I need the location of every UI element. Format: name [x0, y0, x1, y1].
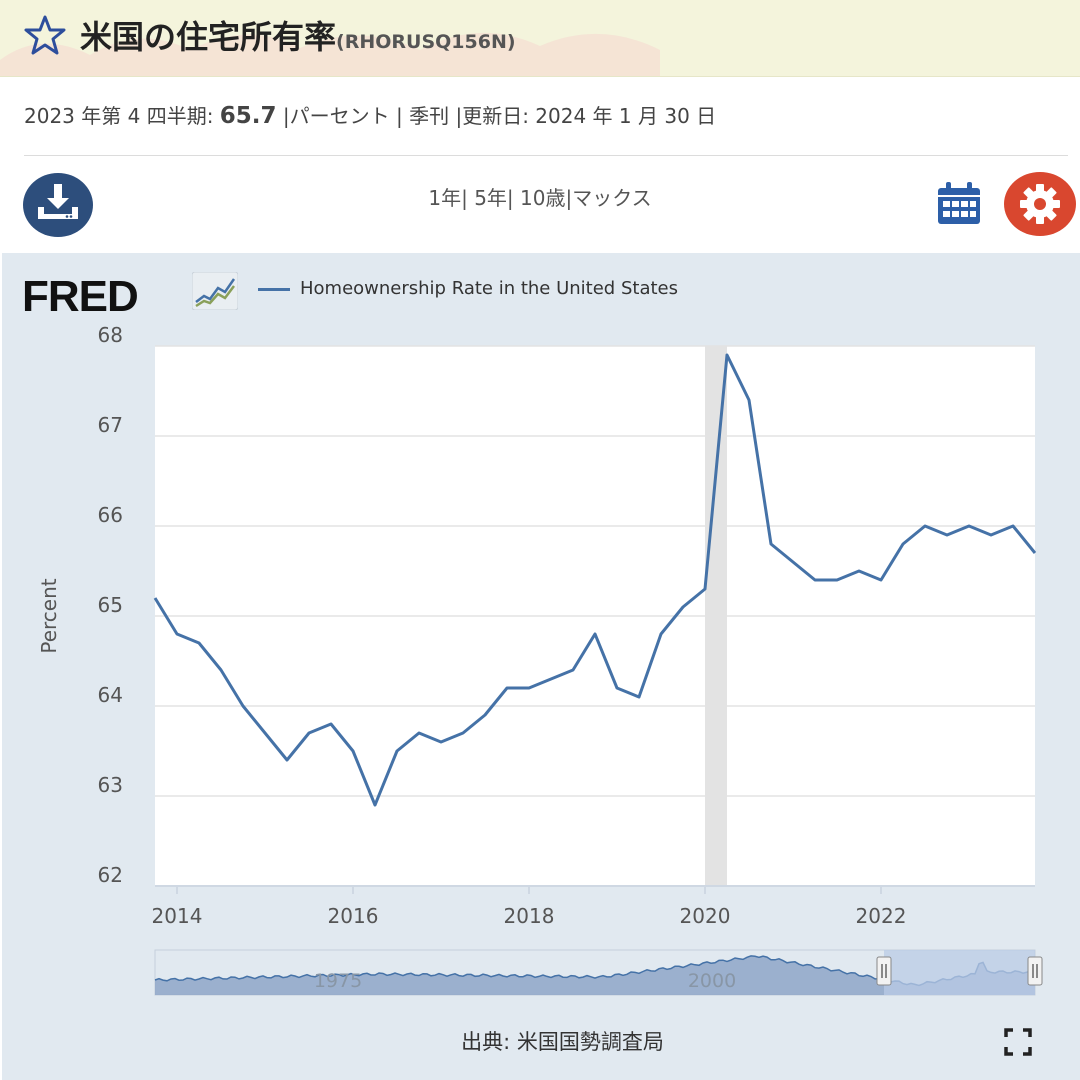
- navigator-area: [155, 955, 1035, 995]
- data-point: [217, 666, 225, 674]
- settings-button[interactable]: [1004, 172, 1076, 236]
- data-point: [1009, 522, 1017, 530]
- range-max[interactable]: マックス: [572, 186, 652, 210]
- divider: [24, 155, 1068, 156]
- range-10y[interactable]: 10歳: [520, 186, 566, 210]
- fred-chart-logo-icon: [192, 272, 238, 310]
- y-tick-label: 62: [98, 863, 123, 887]
- navigator-handle[interactable]: [876, 956, 892, 986]
- navigator-tick-label: 2000: [688, 970, 736, 992]
- data-point: [393, 747, 401, 755]
- download-icon: [38, 184, 78, 219]
- x-tick-label: 2020: [680, 904, 731, 928]
- title-banner: 米国の住宅所有率(RHORUSQ156N): [0, 0, 1080, 77]
- data-point: [921, 522, 929, 530]
- y-axis-label: Percent: [37, 578, 61, 653]
- data-point: [437, 738, 445, 746]
- data-point: [283, 756, 291, 764]
- data-point: [239, 702, 247, 710]
- data-point: [855, 567, 863, 575]
- data-point: [569, 666, 577, 674]
- data-point: [811, 576, 819, 584]
- data-point: [305, 729, 313, 737]
- info-details: |パーセント | 季刊 |更新日: 2024 年 1 月 30 日: [276, 104, 717, 128]
- data-point: [503, 684, 511, 692]
- x-tick-label: 2018: [504, 904, 555, 928]
- series-line: [153, 353, 1037, 807]
- legend-label: Homeownership Rate in the United States: [300, 278, 678, 299]
- data-point: [745, 396, 753, 404]
- data-point: [1031, 549, 1039, 557]
- data-point: [657, 630, 665, 638]
- navigator-handle[interactable]: [1027, 956, 1043, 986]
- data-point: [459, 729, 467, 737]
- data-point: [591, 630, 599, 638]
- title-text: 米国の住宅所有率: [80, 18, 337, 56]
- data-point: [371, 801, 379, 809]
- y-tick-label: 68: [98, 323, 123, 347]
- data-point: [349, 747, 357, 755]
- data-point: [877, 576, 885, 584]
- x-tick-label: 2014: [152, 904, 203, 928]
- data-point: [173, 630, 181, 638]
- fred-logo: FRED: [22, 272, 139, 321]
- fullscreen-icon[interactable]: [1004, 1028, 1032, 1056]
- y-tick-label: 63: [98, 773, 123, 797]
- info-value: 65.7: [219, 103, 277, 129]
- banner-decoration: [0, 33, 660, 76]
- data-point: [899, 540, 907, 548]
- y-tick-label: 65: [98, 593, 123, 617]
- chart-legend: Homeownership Rate in the United States: [258, 278, 678, 299]
- data-point: [701, 585, 709, 593]
- y-tick-label: 67: [98, 413, 123, 437]
- y-tick-label: 64: [98, 683, 123, 707]
- data-point: [195, 639, 203, 647]
- legend-swatch: [258, 287, 290, 291]
- data-point: [261, 729, 269, 737]
- data-point: [679, 603, 687, 611]
- data-point: [415, 729, 423, 737]
- data-point: [481, 711, 489, 719]
- navigator-tick-label: 1975: [314, 970, 362, 992]
- calendar-icon[interactable]: [936, 182, 982, 226]
- data-point: [943, 531, 951, 539]
- data-point: [327, 720, 335, 728]
- recession-shading: [705, 346, 727, 886]
- data-point: [525, 684, 533, 692]
- data-point: [987, 531, 995, 539]
- x-tick-label: 2016: [328, 904, 379, 928]
- observation-info: 2023 年第 4 四半期: 65.7 |パーセント | 季刊 |更新日: 20…: [24, 100, 716, 129]
- source-note: 出典: 米国国勢調査局: [461, 1030, 664, 1054]
- page-title: 米国の住宅所有率(RHORUSQ156N): [80, 12, 516, 58]
- data-point: [613, 684, 621, 692]
- series-id: (RHORUSQ156N): [336, 31, 516, 53]
- info-period: 2023 年第 4 四半期:: [24, 104, 220, 128]
- favorite-star-icon[interactable]: [24, 14, 66, 56]
- range-5y[interactable]: 5年: [474, 186, 507, 210]
- data-point: [547, 675, 555, 683]
- data-point: [767, 540, 775, 548]
- range-1y[interactable]: 1年: [428, 186, 462, 210]
- navigator-selection[interactable]: [884, 950, 1035, 995]
- data-point: [723, 351, 731, 359]
- data-point: [635, 693, 643, 701]
- gear-icon: [1020, 184, 1060, 224]
- date-range-selector: 1年| 5年| 10歳|マックス: [428, 186, 652, 210]
- download-button[interactable]: [23, 173, 93, 237]
- data-point: [789, 558, 797, 566]
- data-point: [833, 576, 841, 584]
- data-point: [965, 522, 973, 530]
- x-tick-label: 2022: [856, 904, 907, 928]
- data-point: [151, 594, 159, 602]
- y-tick-label: 66: [98, 503, 123, 527]
